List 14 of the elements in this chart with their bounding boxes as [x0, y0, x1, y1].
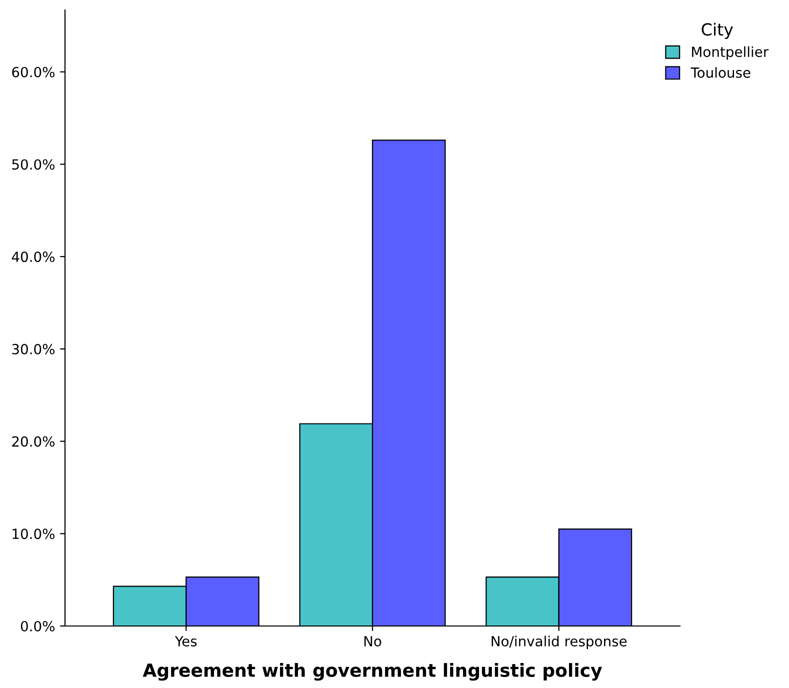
x-tick-label: No: [364, 636, 382, 646]
y-tick-label: 10.0%: [12, 528, 55, 540]
y-tick-label: 0.0%: [20, 620, 55, 632]
y-tick-label: 50.0%: [12, 159, 55, 170]
y-tick-label: 60.0%: [12, 66, 55, 78]
y-tick-label: 20.0%: [12, 436, 55, 447]
y-tick-label: 30.0%: [12, 344, 55, 354]
x-tick-label: Yes: [174, 636, 197, 646]
y-tick-label: 40.0%: [12, 252, 55, 262]
x-tick-label: No/invalid response: [492, 636, 627, 650]
legend-title: City: [702, 22, 733, 39]
x-axis-title: Agreement with government linguistic policy: [142, 663, 602, 681]
legend-label: Toulouse: [690, 67, 750, 78]
legend-label: Montpellier: [692, 46, 769, 60]
